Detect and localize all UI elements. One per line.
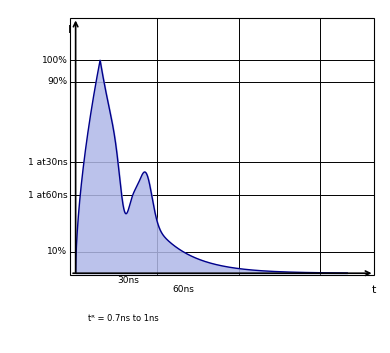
Text: 30ns: 30ns [118, 276, 140, 285]
Text: 90%: 90% [47, 77, 67, 86]
Text: 100%: 100% [42, 56, 67, 65]
Text: 10%: 10% [47, 247, 67, 256]
Text: I: I [68, 25, 71, 35]
Text: 60ns: 60ns [172, 285, 194, 294]
Text: t: t [372, 285, 377, 295]
Text: tᴿ = 0.7ns to 1ns: tᴿ = 0.7ns to 1ns [88, 314, 159, 323]
Text: 1 at30ns: 1 at30ns [28, 158, 67, 167]
Text: 1 at60ns: 1 at60ns [28, 191, 67, 200]
